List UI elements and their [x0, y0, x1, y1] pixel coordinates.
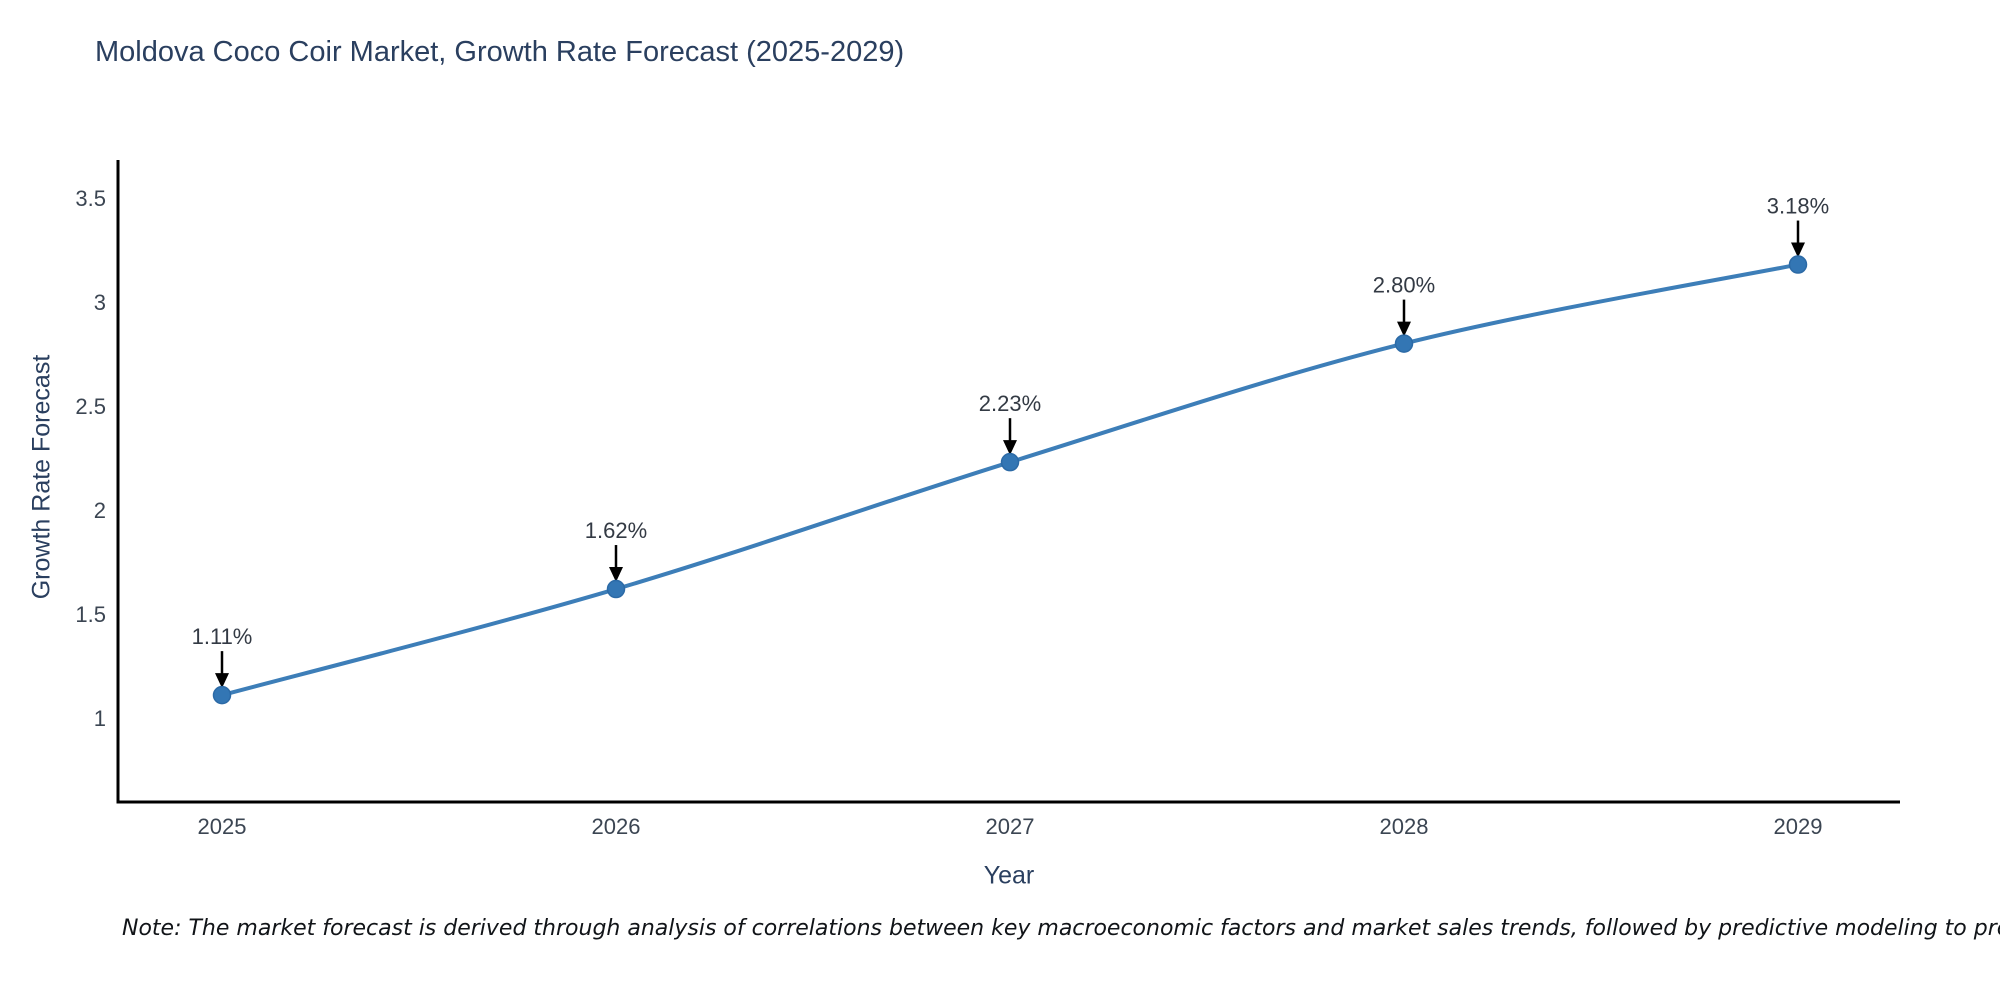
- y-tick-label: 1.5: [75, 602, 106, 627]
- y-tick-label: 3.5: [75, 186, 106, 211]
- data-point-marker[interactable]: [606, 579, 626, 599]
- x-tick-label: 2027: [986, 814, 1035, 839]
- annotation-arrowhead-icon: [1003, 440, 1017, 456]
- annotation-label: 2.80%: [1373, 273, 1435, 298]
- annotation-label: 1.11%: [192, 624, 253, 649]
- x-tick-label: 2028: [1380, 814, 1429, 839]
- annotation-arrowhead-icon: [1397, 321, 1411, 337]
- trace-line: [220, 262, 1800, 698]
- data-point-marker[interactable]: [1000, 452, 1020, 472]
- x-tick-label: 2026: [592, 814, 641, 839]
- y-tick-label: 3: [94, 290, 106, 315]
- data-point-marker[interactable]: [1788, 255, 1808, 274]
- chart-title: Moldova Coco Coir Market, Growth Rate Fo…: [95, 36, 905, 68]
- x-tick-label: 2025: [198, 814, 247, 839]
- footnote: Note: The market forecast is derived thr…: [122, 916, 2000, 941]
- annotation-label: 3.18%: [1767, 194, 1829, 219]
- y-tick-label: 2.5: [75, 394, 106, 419]
- annotation-arrowhead-icon: [1791, 242, 1805, 258]
- data-point-marker[interactable]: [212, 685, 232, 705]
- annotation-arrowhead-icon: [609, 567, 623, 583]
- x-axis-title: Year: [983, 861, 1035, 890]
- annotation-label: 2.23%: [979, 391, 1041, 416]
- annotation-label: 1.62%: [585, 518, 647, 543]
- y-tick-label: 2: [94, 498, 106, 523]
- data-point-marker[interactable]: [1394, 334, 1414, 353]
- x-tick-label: 2029: [1774, 814, 1823, 839]
- annotation-arrowhead-icon: [215, 673, 229, 689]
- y-tick-label: 1: [94, 706, 106, 731]
